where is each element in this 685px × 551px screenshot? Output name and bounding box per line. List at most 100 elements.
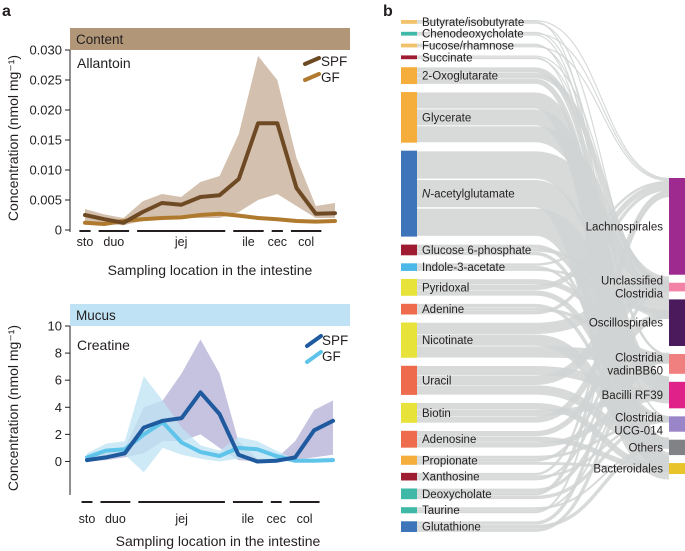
point-spf xyxy=(276,122,279,125)
point-gf xyxy=(179,216,183,219)
target-node-clostridia-vadinbb60 xyxy=(669,353,685,374)
legend-label-gf: GF xyxy=(322,349,341,364)
source-label-taurine: Taurine xyxy=(422,505,460,517)
point-spf xyxy=(237,453,240,456)
target-node-bacilli-rf39 xyxy=(669,381,685,409)
sankey-link xyxy=(417,208,671,404)
source-node-adenine xyxy=(401,303,417,315)
point-spf xyxy=(331,419,335,423)
point-spf xyxy=(85,458,89,462)
region-label-ile: ile xyxy=(242,235,255,249)
point-spf xyxy=(312,429,316,432)
sankey-link xyxy=(417,31,670,355)
source-label-glycerate: Glycerate xyxy=(422,112,471,124)
source-label-butyrate-isobutyrate: Butyrate/isobutyrate xyxy=(422,17,524,29)
point-gf xyxy=(141,218,144,221)
point-spf xyxy=(314,212,317,215)
source-node-fucose-rhamnose xyxy=(401,43,417,48)
source-node-succinate xyxy=(401,55,417,60)
source-node-glycerate xyxy=(401,92,417,143)
point-spf xyxy=(256,460,259,463)
source-label-glutathione: Glutathione xyxy=(422,522,481,534)
point-spf xyxy=(199,195,202,199)
content-banner xyxy=(70,28,350,50)
y-tick-label: 4 xyxy=(55,400,62,415)
y-tick-label: 0.030 xyxy=(29,43,62,58)
point-spf xyxy=(141,210,144,214)
creatine-y-axis-title: Concentration (nmol mg⁻¹) xyxy=(5,325,21,491)
point-gf xyxy=(199,213,202,217)
sankey-link xyxy=(417,418,670,459)
y-tick-label: 8 xyxy=(55,346,62,361)
source-node-biotin xyxy=(401,402,417,423)
target-node-clostridia-ucg-014 xyxy=(669,416,685,432)
region-label-cec: cec xyxy=(267,512,286,526)
series-line-spf xyxy=(85,390,335,464)
source-node-propionate xyxy=(401,455,417,465)
point-spf xyxy=(218,412,221,416)
point-spf xyxy=(218,194,221,197)
region-label-sto: sto xyxy=(77,235,94,249)
creatine-metric-label: Creatine xyxy=(77,337,130,353)
point-gf xyxy=(83,221,87,224)
sankey-link xyxy=(417,359,670,532)
y-tick-label: 0.020 xyxy=(29,103,62,118)
point-gf xyxy=(333,219,337,223)
metabolite-taxa-sankey: Butyrate/isobutyrateChenodeoxycholateFuc… xyxy=(401,17,685,534)
point-gf xyxy=(218,454,221,458)
source-node-nicotinate xyxy=(401,322,417,358)
region-label-col: col xyxy=(297,512,313,526)
region-label-jej: jej xyxy=(174,512,188,526)
panel-letter-b: b xyxy=(383,3,393,20)
region-label-duo: duo xyxy=(105,512,126,526)
target-node-bacteroidales xyxy=(669,463,685,474)
point-gf xyxy=(237,214,241,217)
creatine-lines xyxy=(85,390,335,464)
sankey-link xyxy=(417,33,670,181)
allantoin-x-axis-title: Sampling location in the intestine xyxy=(108,262,313,278)
allantoin-region-markers: sto duo jej ile cec col xyxy=(77,230,322,249)
y-tick-label: 0.025 xyxy=(29,73,62,88)
source-node-2-oxoglutarate xyxy=(401,67,417,85)
source-node-n-acetylglutamate xyxy=(401,150,417,237)
sankey-link xyxy=(417,195,670,514)
point-gf xyxy=(256,448,259,451)
region-label-cec: cec xyxy=(268,235,287,249)
point-spf xyxy=(275,459,278,462)
target-label-bacilli-rf39: Bacilli RF39 xyxy=(602,390,663,402)
point-spf xyxy=(180,416,183,420)
region-label-sto: sto xyxy=(79,512,96,526)
point-gf xyxy=(275,454,278,458)
point-gf xyxy=(180,441,183,444)
legend-swatch-spf xyxy=(305,334,323,348)
point-gf xyxy=(276,218,279,221)
sankey-link xyxy=(417,190,670,476)
allantoin-y-ticks: 0 0.005 0.010 0.015 0.020 0.025 0.030 xyxy=(29,43,70,238)
point-spf xyxy=(103,218,106,221)
source-node-chenodeoxycholate xyxy=(401,31,417,36)
point-spf xyxy=(142,426,145,429)
point-spf xyxy=(256,122,260,125)
source-label-propionate: Propionate xyxy=(422,455,478,467)
sankey-link xyxy=(417,248,670,314)
source-node-glutathione xyxy=(401,521,417,532)
point-spf xyxy=(83,213,87,217)
source-node-adenosine xyxy=(401,430,417,448)
y-tick-label: 2 xyxy=(55,427,62,442)
source-label-deoxycholate: Deoxycholate xyxy=(422,489,492,501)
allantoin-metric-label: Allantoin xyxy=(77,55,131,71)
band-spf xyxy=(85,56,335,226)
target-node-unclassified-clostridia xyxy=(669,282,685,292)
region-label-ile: ile xyxy=(242,512,255,526)
target-label-clostridia-vadinbb60: vadinBB60 xyxy=(607,365,663,377)
allantoin-bands xyxy=(85,56,335,226)
mucus-banner-label: Mucus xyxy=(76,308,116,323)
sankey-links xyxy=(417,20,672,532)
point-gf xyxy=(314,220,317,223)
target-label-others: Others xyxy=(628,442,663,454)
creatine-region-markers: sto duo jej ile cec col xyxy=(79,501,320,526)
point-spf xyxy=(160,201,164,205)
creatine-y-ticks: 0 2 4 6 8 10 xyxy=(48,319,70,469)
point-gf xyxy=(256,216,260,220)
